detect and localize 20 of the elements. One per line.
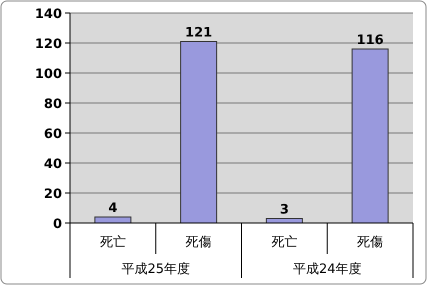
y-tick-label: 0 — [52, 217, 62, 232]
data-label: 4 — [108, 201, 118, 216]
y-tick-label: 100 — [34, 67, 62, 82]
data-label: 116 — [356, 33, 384, 48]
bar — [180, 41, 218, 224]
x-tick-label: 死亡 — [271, 234, 298, 250]
y-tick-label: 120 — [34, 37, 62, 52]
data-label: 121 — [185, 26, 212, 40]
x-tick-label: 死亡 — [100, 234, 126, 250]
x-tick-label: 死傷 — [186, 235, 212, 250]
y-tick-label: 60 — [44, 127, 62, 142]
y-tick-label: 80 — [44, 97, 62, 112]
data-label: 3 — [280, 202, 289, 218]
y-tick-label: 140 — [34, 7, 62, 22]
text: 平成24年度 — [292, 261, 362, 277]
y-tick-label: 20 — [44, 187, 62, 202]
text: 平成25年度 — [121, 261, 190, 277]
bar — [352, 48, 389, 224]
y-tick-label: 40 — [44, 157, 62, 172]
x-tick-label: 死傷 — [357, 235, 384, 250]
